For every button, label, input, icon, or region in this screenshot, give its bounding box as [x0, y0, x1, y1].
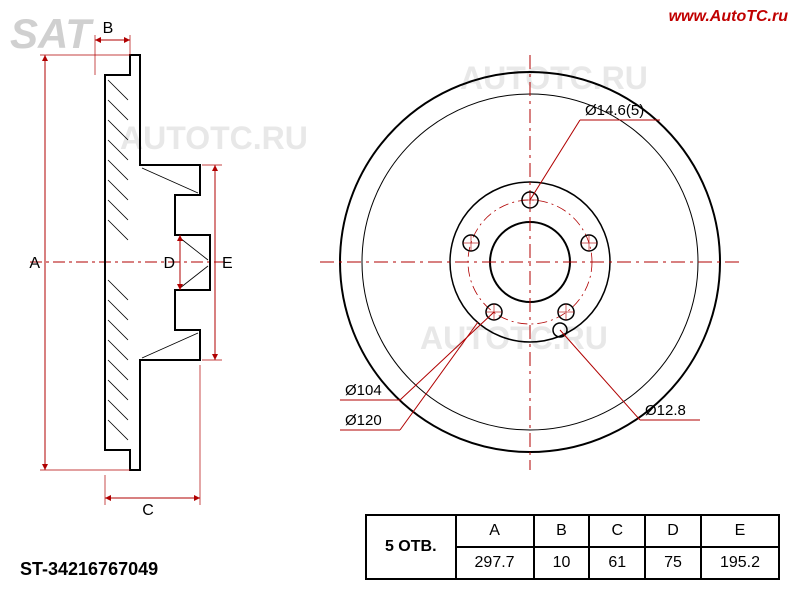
col-A: A — [456, 515, 534, 547]
part-number: ST-34216767049 — [20, 559, 158, 580]
val-E: 195.2 — [701, 547, 779, 579]
technical-drawing: A B C D E — [0, 0, 800, 600]
dim-E-label: E — [222, 255, 233, 272]
source-url: www.AutoTC.ru — [669, 8, 788, 26]
dim-B-label: B — [103, 20, 114, 37]
dim-C-label: C — [142, 502, 154, 519]
col-C: C — [589, 515, 645, 547]
val-C: 61 — [589, 547, 645, 579]
val-A: 297.7 — [456, 547, 534, 579]
col-E: E — [701, 515, 779, 547]
col-B: B — [534, 515, 590, 547]
dim-A-label: A — [29, 255, 40, 272]
side-view: A B C D E — [29, 20, 232, 519]
col-D: D — [645, 515, 701, 547]
callout-pcd: Ø104 — [345, 382, 382, 399]
callout-dowel: Ø12.8 — [645, 402, 686, 419]
holes-count: 5 ОТВ. — [366, 515, 456, 579]
dimension-table: 5 ОТВ. A B C D E 297.7 10 61 75 195.2 — [365, 514, 780, 580]
val-B: 10 — [534, 547, 590, 579]
val-D: 75 — [645, 547, 701, 579]
dim-D-label: D — [163, 255, 175, 272]
callout-borefit: Ø120 — [345, 412, 382, 429]
front-view: Ø14.6(5) Ø104 Ø120 Ø12.8 — [320, 55, 740, 470]
callout-bolt-dia: Ø14.6(5) — [585, 102, 644, 119]
